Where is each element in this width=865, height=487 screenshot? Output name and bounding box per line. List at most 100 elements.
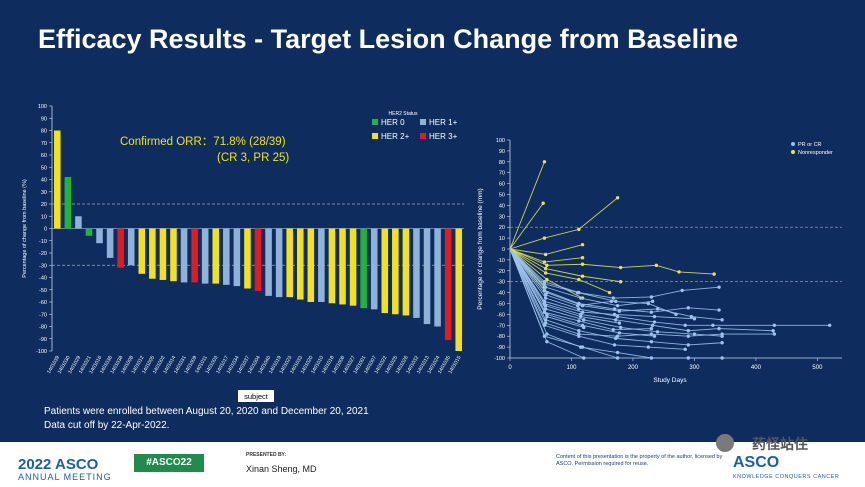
y-tick-label: -40 bbox=[497, 291, 505, 297]
y-tick-label: -60 bbox=[497, 312, 505, 318]
bar bbox=[85, 228, 93, 236]
presenter-name: Xinan Sheng, MD bbox=[246, 464, 317, 474]
bar bbox=[244, 228, 251, 289]
legend-title: HER2 Status bbox=[389, 111, 418, 117]
bar bbox=[275, 228, 283, 298]
y-tick-label: 50 bbox=[499, 193, 505, 199]
footer-bar: 2022 ASCO ANNUAL MEETING #ASCO22 PRESENT… bbox=[0, 442, 865, 487]
bar bbox=[296, 228, 304, 300]
data-point bbox=[683, 347, 687, 351]
series-line bbox=[509, 248, 774, 332]
bar bbox=[402, 228, 410, 316]
y-tick-label: 0 bbox=[502, 247, 505, 253]
hashtag-badge: #ASCO22 bbox=[134, 454, 204, 472]
y-tick-label: 20 bbox=[499, 225, 505, 231]
x-tick-label: 400 bbox=[751, 365, 762, 371]
waterfall-chart: 1009080706050403020100-10-20-30-40-50-60… bbox=[22, 104, 464, 402]
bar bbox=[455, 228, 462, 351]
bar bbox=[64, 177, 72, 229]
data-point bbox=[772, 323, 777, 327]
data-point bbox=[828, 323, 832, 327]
y-tick-label: -30 bbox=[497, 280, 505, 286]
data-point bbox=[654, 263, 659, 268]
orr-annotation: Confirmed ORR：71.8% (28/39) bbox=[120, 136, 286, 148]
y-tick-label: 50 bbox=[41, 165, 47, 171]
data-point bbox=[686, 343, 690, 347]
y-tick-label: -30 bbox=[39, 263, 47, 269]
y-tick-label: -10 bbox=[39, 239, 47, 245]
data-point bbox=[720, 341, 724, 345]
data-point bbox=[612, 343, 617, 347]
legend-label: Nonresponder bbox=[798, 150, 833, 156]
data-point bbox=[680, 288, 684, 293]
data-point bbox=[580, 310, 585, 314]
data-point bbox=[543, 296, 548, 300]
cutoff-note: Data cut off by 22-Apr-2022. bbox=[44, 420, 170, 431]
series-line bbox=[509, 248, 616, 302]
data-point bbox=[615, 334, 620, 338]
x-tick-label: 200 bbox=[628, 365, 639, 371]
y-tick-label: 70 bbox=[499, 171, 505, 177]
bar bbox=[191, 228, 198, 283]
bar bbox=[212, 228, 220, 284]
data-point bbox=[580, 242, 585, 247]
data-point bbox=[615, 350, 620, 355]
bar bbox=[307, 228, 315, 302]
y-tick-label: 30 bbox=[41, 190, 47, 196]
series-line bbox=[509, 202, 544, 250]
data-point bbox=[577, 332, 581, 336]
bar bbox=[233, 228, 241, 287]
series-line bbox=[509, 197, 618, 250]
data-point bbox=[582, 356, 586, 360]
x-tick-label: 300 bbox=[689, 365, 700, 371]
legend-label: PR or CR bbox=[798, 142, 822, 148]
bar bbox=[127, 228, 135, 266]
series-line bbox=[509, 248, 715, 275]
data-point bbox=[615, 196, 620, 200]
data-point bbox=[618, 325, 623, 330]
data-point bbox=[720, 356, 724, 360]
y-tick-label: 20 bbox=[41, 202, 47, 208]
data-point bbox=[580, 274, 585, 278]
slide-title: Efficacy Results - Target Lesion Change … bbox=[38, 24, 739, 54]
presented-by-label: PRESENTED BY: bbox=[246, 452, 287, 458]
bar bbox=[201, 228, 209, 284]
bar bbox=[149, 228, 156, 279]
legend-label: HER 1+ bbox=[429, 118, 458, 127]
data-point bbox=[582, 318, 586, 322]
bar bbox=[223, 228, 230, 285]
data-point bbox=[615, 356, 620, 360]
data-point bbox=[655, 330, 660, 334]
x-tick-label: 0 bbox=[508, 365, 512, 371]
data-point bbox=[650, 299, 655, 304]
series-line bbox=[509, 248, 621, 283]
data-point bbox=[545, 277, 549, 282]
bar bbox=[180, 228, 188, 283]
y-tick-label: -20 bbox=[497, 269, 505, 275]
y-tick-label: 0 bbox=[44, 227, 47, 233]
bar bbox=[286, 228, 293, 298]
y-axis-title: Percentage of change from baseline (%) bbox=[22, 179, 28, 278]
data-point bbox=[771, 329, 775, 333]
y-tick-label: 100 bbox=[496, 138, 505, 144]
spider-plot: 1009080706050403020100-10-20-30-40-50-60… bbox=[477, 138, 842, 384]
data-point bbox=[772, 332, 777, 336]
data-point bbox=[542, 236, 547, 240]
bar bbox=[370, 228, 378, 310]
enrollment-note: Patients were enrolled between August 20… bbox=[44, 406, 369, 417]
data-point bbox=[607, 290, 612, 295]
y-tick-label: 40 bbox=[499, 203, 505, 209]
data-point bbox=[615, 303, 620, 308]
data-point bbox=[543, 252, 548, 257]
data-point bbox=[545, 263, 549, 268]
data-point bbox=[646, 345, 651, 349]
data-point bbox=[677, 270, 681, 274]
asco-logo: ASCO bbox=[733, 454, 780, 471]
data-point bbox=[649, 332, 654, 336]
data-point bbox=[577, 329, 581, 333]
data-point bbox=[580, 345, 585, 349]
legend-label: HER 3+ bbox=[429, 132, 458, 141]
bar bbox=[265, 228, 272, 296]
y-tick-label: -100 bbox=[36, 349, 47, 355]
legend-label: HER 0 bbox=[381, 118, 405, 127]
